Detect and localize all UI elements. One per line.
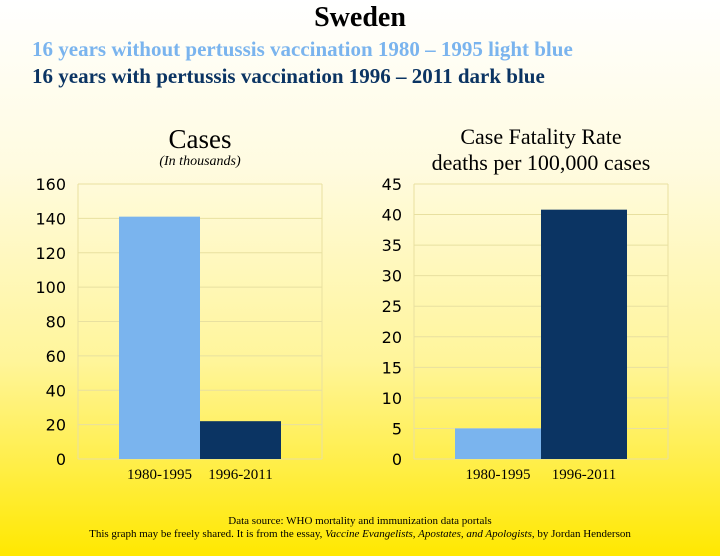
cfr-chart-title: Case Fatality Rate — [460, 124, 621, 149]
cases-ytick-label: 0 — [56, 450, 66, 469]
cfr-xtick-label: 1996-2011 — [552, 467, 616, 483]
cfr-chart-subtitle: deaths per 100,000 cases — [432, 150, 651, 175]
cfr-ytick-label: 25 — [382, 297, 402, 316]
cfr-ytick-label: 20 — [382, 328, 402, 347]
subtitle-with-vaccination: 16 years with pertussis vaccination 1996… — [32, 64, 545, 88]
cases-ytick-label: 100 — [35, 278, 66, 297]
cfr-ytick-label: 35 — [382, 236, 402, 255]
cases-ytick-label: 60 — [46, 347, 66, 366]
footer-suffix: , by Jordan Henderson — [531, 528, 631, 540]
cases-bar — [119, 216, 200, 459]
cases-ytick-label: 40 — [46, 381, 66, 400]
cases-xtick-label: 1996-2011 — [208, 467, 272, 483]
cfr-xtick-label: 1980-1995 — [466, 467, 531, 483]
cfr-ytick-label: 15 — [382, 358, 402, 377]
footer-share-note: This graph may be freely shared. It is f… — [0, 528, 720, 540]
cases-ytick-label: 120 — [35, 244, 66, 263]
footer-source: Data source: WHO mortality and immunizat… — [228, 515, 492, 527]
cases-ytick-label: 160 — [35, 175, 66, 194]
footer-essay-title: Vaccine Evangelists, Apostates, and Apol… — [325, 528, 532, 540]
cfr-ytick-label: 30 — [382, 267, 402, 286]
cases-ytick-label: 140 — [35, 209, 66, 228]
cfr-ytick-label: 45 — [382, 175, 402, 194]
cases-ytick-label: 80 — [46, 313, 66, 332]
cases-ytick-label: 20 — [46, 416, 66, 435]
cases-chart-subtitle: (In thousands) — [159, 154, 241, 169]
cfr-ytick-label: 5 — [392, 419, 402, 438]
cases-xtick-label: 1980-1995 — [127, 467, 192, 483]
cases-bar — [200, 421, 281, 459]
cfr-ytick-label: 10 — [382, 389, 402, 408]
cfr-ytick-label: 0 — [392, 450, 402, 469]
cfr-ytick-label: 40 — [382, 206, 402, 225]
cases-chart-title: Cases — [169, 124, 232, 154]
cfr-bar — [455, 428, 541, 459]
cfr-bar — [541, 209, 627, 459]
page-title: Sweden — [314, 2, 406, 33]
footer-prefix: This graph may be freely shared. It is f… — [89, 528, 326, 540]
subtitle-without-vaccination: 16 years without pertussis vaccination 1… — [32, 37, 573, 61]
